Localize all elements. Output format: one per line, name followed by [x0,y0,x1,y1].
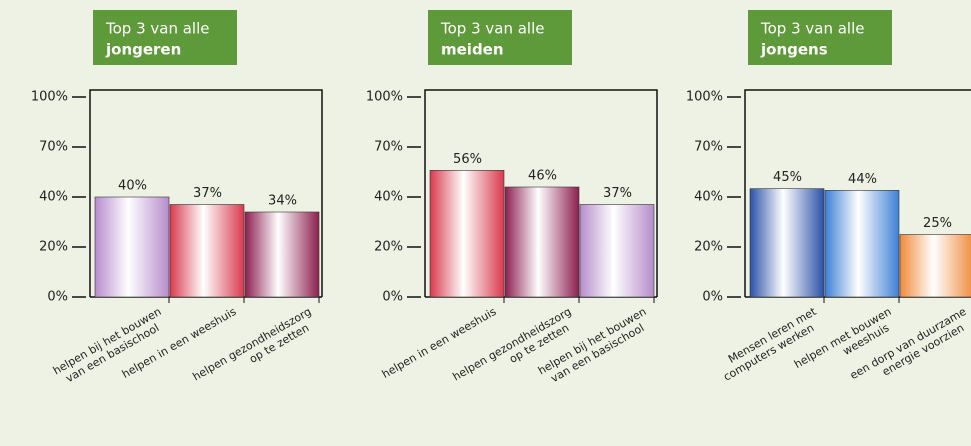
value-label: 45% [773,170,802,185]
y-tick-label: 40% [374,190,403,205]
y-tick-label: 0% [47,290,68,305]
y-tick-label: 100% [366,90,403,105]
value-label: 37% [603,186,632,201]
chart-title: Top 3 van alle [105,20,210,38]
y-tick-label: 20% [374,240,403,255]
y-tick-label: 100% [31,90,68,105]
title-box [748,10,892,65]
value-label: 56% [453,152,482,167]
frame [89,89,323,297]
y-tick-label: 20% [39,240,68,255]
bar [169,204,245,298]
bar [579,204,655,298]
value-label: 37% [193,186,222,201]
y-tick-label: 0% [382,290,403,305]
y-tick-label: 70% [694,140,723,155]
bar [504,186,580,298]
y-tick-label: 70% [374,140,403,155]
value-label: 44% [848,172,877,187]
chart-title: Top 3 van alle [440,20,545,38]
y-tick-label: 100% [686,90,723,105]
value-label: 34% [268,194,297,209]
y-tick-label: 70% [39,140,68,155]
y-tick-label: 40% [694,190,723,205]
bar [429,170,505,298]
y-tick-label: 20% [694,240,723,255]
bar [94,196,170,298]
value-label: 46% [528,169,557,184]
title-box [428,10,572,65]
chart-subtitle: jongens [760,41,828,59]
title-box [93,10,237,65]
value-label: 25% [923,216,952,231]
value-label: 40% [118,179,147,194]
bar [824,190,900,298]
chart-subtitle: jongeren [105,41,181,59]
y-tick-label: 40% [39,190,68,205]
bar [244,211,320,298]
bar [749,188,825,298]
chart-subtitle: meiden [441,41,504,59]
bar [899,234,971,298]
frame [424,89,658,297]
x-tick-label: helpen gezondheidszorg [190,305,313,384]
y-tick-label: 0% [702,290,723,305]
chart-title: Top 3 van alle [760,20,865,38]
frame [744,89,971,297]
